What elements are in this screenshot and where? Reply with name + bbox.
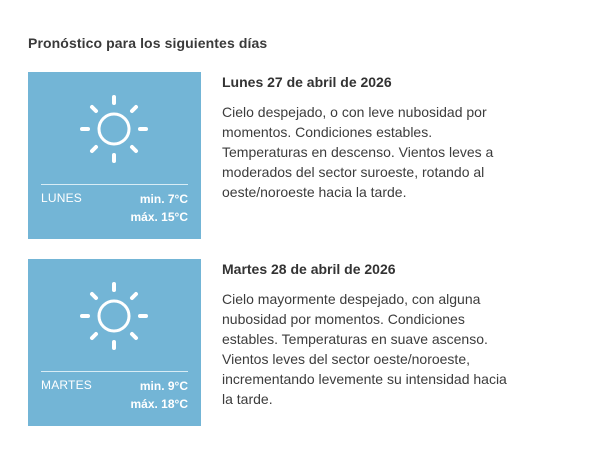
forecast-description: Cielo mayormente despejado, con alguna n… <box>222 291 507 407</box>
temp-min: min. 9°C <box>139 379 188 393</box>
temp-min: min. 7°C <box>139 192 188 206</box>
forecast-card: LUNES min. 7°C máx. 15°C <box>28 72 201 239</box>
day-name: LUNES <box>41 191 83 205</box>
temp-max: máx. 15°C <box>130 210 189 224</box>
forecast-day-1: LUNES min. 7°C máx. 15°C Lunes 27 de abr… <box>28 72 548 240</box>
forecast-date: Lunes 27 de abril de 2026 <box>222 74 392 90</box>
forecast-description: Cielo despejado, o con leve nubosidad po… <box>222 104 494 200</box>
forecast-card: MARTES min. 9°C máx. 18°C <box>28 259 201 426</box>
forecast-date: Martes 28 de abril de 2026 <box>222 261 396 277</box>
sun-icon <box>80 282 148 350</box>
section-title: Pronóstico para los siguientes días <box>28 35 268 51</box>
card-divider <box>41 371 188 372</box>
forecast-day-2: MARTES min. 9°C máx. 18°C Martes 28 de a… <box>28 259 548 427</box>
sun-icon <box>80 95 148 163</box>
card-divider <box>41 184 188 185</box>
temp-max: máx. 18°C <box>130 397 189 411</box>
day-name: MARTES <box>41 378 92 392</box>
